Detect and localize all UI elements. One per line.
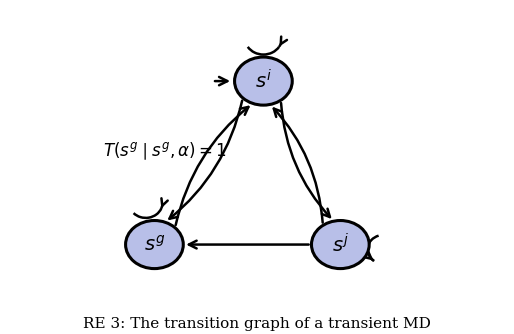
Text: $s^j$: $s^j$ — [332, 233, 348, 256]
Text: RE 3: The transition graph of a transient MD: RE 3: The transition graph of a transien… — [83, 317, 431, 331]
Text: $s^i$: $s^i$ — [255, 69, 272, 93]
Ellipse shape — [125, 220, 183, 269]
Ellipse shape — [311, 220, 369, 269]
Text: $T(s^g \mid s^g, \alpha) = 1$: $T(s^g \mid s^g, \alpha) = 1$ — [103, 141, 227, 162]
Ellipse shape — [234, 57, 292, 105]
Text: $s^g$: $s^g$ — [144, 234, 165, 255]
